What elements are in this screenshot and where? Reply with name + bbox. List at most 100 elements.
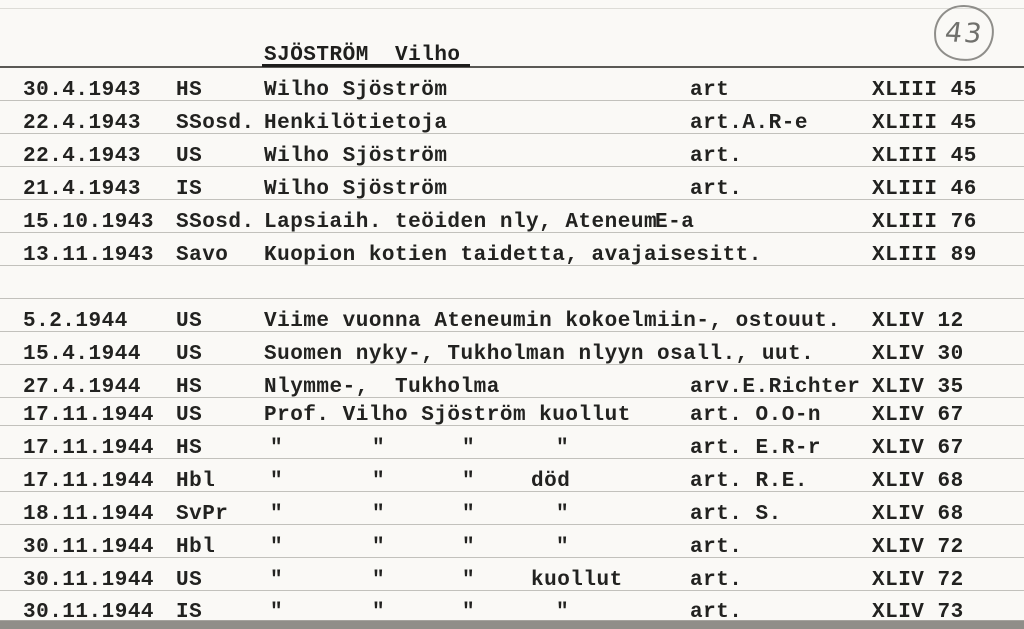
ditto-mark: " [462,536,476,559]
entry-title: Wilho Sjöström [264,79,448,102]
ruled-line [0,166,1024,167]
ruled-line [0,425,1024,426]
entry-source: US [176,569,203,592]
entry-date: 30.11.1944 [23,569,155,592]
entry-title: Viime vuonna Ateneumin kokoelmiin-, osto… [264,310,841,333]
entry-date: 13.11.1943 [23,244,155,267]
entry-title: Henkilötietoja [264,112,448,135]
entry-date: 15.4.1944 [23,343,141,366]
entry-date: 30.11.1944 [23,536,155,559]
ruled-line [0,298,1024,299]
entry-ref: XLIII 45 [872,145,977,168]
ditto-mark: " [462,437,476,460]
entry-ref: XLIV 67 [872,437,964,460]
ruled-line [0,265,1024,266]
ditto-mark: " [462,569,476,592]
ruled-line [0,397,1024,398]
ditto-mark: " [556,536,570,559]
entry-ref: XLIII 45 [872,112,977,135]
ditto-mark: " [270,569,284,592]
entry-source: Hbl [176,536,216,559]
entry-note: art. R.E. [690,470,808,493]
ditto-mark: " [556,503,570,526]
ditto-mark: " [462,601,476,624]
entry-ref: XLIV 68 [872,470,964,493]
entry-date: 18.11.1944 [23,503,155,526]
ditto-mark: " [372,569,386,592]
entry-source: US [176,310,203,333]
entry-date: 17.11.1944 [23,470,155,493]
entry-date: 17.11.1944 [23,437,155,460]
ruled-line [0,524,1024,525]
entry-date: 30.11.1944 [23,601,155,624]
entry-note: E-a [655,211,695,234]
entry-title-word: död [531,470,571,493]
ruled-line [0,133,1024,134]
ruled-line [0,8,1024,9]
ruled-line [0,66,1024,68]
ruled-line [0,331,1024,332]
entry-title-word: kuollut [531,569,623,592]
entry-ref: XLIV 72 [872,536,964,559]
entry-title: Kuopion kotien taidetta, avajaisesitt. [264,244,762,267]
entry-source: IS [176,178,203,201]
entry-note: art. [690,601,743,624]
entry-source: Savo [176,244,229,267]
page-number-badge: 43 [932,2,996,64]
page-number-value: 43 [942,16,986,50]
entry-note: art. [690,569,743,592]
entry-title: Prof. Vilho Sjöström kuollut [264,404,631,427]
entry-ref: XLIV 73 [872,601,964,624]
ditto-mark: " [372,437,386,460]
ditto-mark: " [270,437,284,460]
entry-ref: XLIII 46 [872,178,977,201]
entry-title: Wilho Sjöström [264,145,448,168]
entry-source: SvPr [176,503,229,526]
entry-source: US [176,404,203,427]
ditto-mark: " [556,437,570,460]
ruled-line [0,458,1024,459]
entry-note: art. E.R-r [690,437,822,460]
entry-note: art. [690,178,743,201]
entry-note: art. [690,536,743,559]
ditto-mark: " [462,503,476,526]
entry-note: art. [690,145,743,168]
entry-date: 15.10.1943 [23,211,155,234]
card-title: SJÖSTRÖM Vilho [264,44,461,67]
ruled-line [0,590,1024,591]
entry-ref: XLIV 72 [872,569,964,592]
ruled-line [0,232,1024,233]
ruled-line [0,364,1024,365]
ditto-mark: " [556,601,570,624]
entry-date: 21.4.1943 [23,178,141,201]
ruled-line [0,100,1024,101]
entry-date: 22.4.1943 [23,145,141,168]
entry-ref: XLIII 45 [872,79,977,102]
entry-note: art [690,79,730,102]
entry-source: Hbl [176,470,216,493]
entry-ref: XLIV 68 [872,503,964,526]
entry-source: IS [176,601,203,624]
entry-ref: XLIII 76 [872,211,977,234]
entry-source: HS [176,79,203,102]
entry-note: arv.E.Richter [690,376,861,399]
ditto-mark: " [270,601,284,624]
entry-source: HS [176,376,203,399]
ruled-line [0,491,1024,492]
ruled-line [0,199,1024,200]
entry-date: 17.11.1944 [23,404,155,427]
ruled-line [0,557,1024,558]
entry-source: HS [176,437,203,460]
ditto-mark: " [270,470,284,493]
entry-ref: XLIII 89 [872,244,977,267]
scan-edge-bottom [0,620,1024,629]
entry-source: SSosd. [176,112,255,135]
entry-note: art. O.O-n [690,404,822,427]
entry-note: art. S. [690,503,782,526]
entry-source: US [176,145,203,168]
entry-title: Nlymme-, Tukholma [264,376,500,399]
entry-ref: XLIV 30 [872,343,964,366]
entry-date: 27.4.1944 [23,376,141,399]
ditto-mark: " [372,536,386,559]
